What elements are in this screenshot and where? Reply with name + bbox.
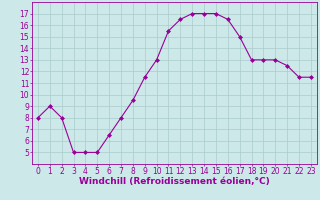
X-axis label: Windchill (Refroidissement éolien,°C): Windchill (Refroidissement éolien,°C) bbox=[79, 177, 270, 186]
